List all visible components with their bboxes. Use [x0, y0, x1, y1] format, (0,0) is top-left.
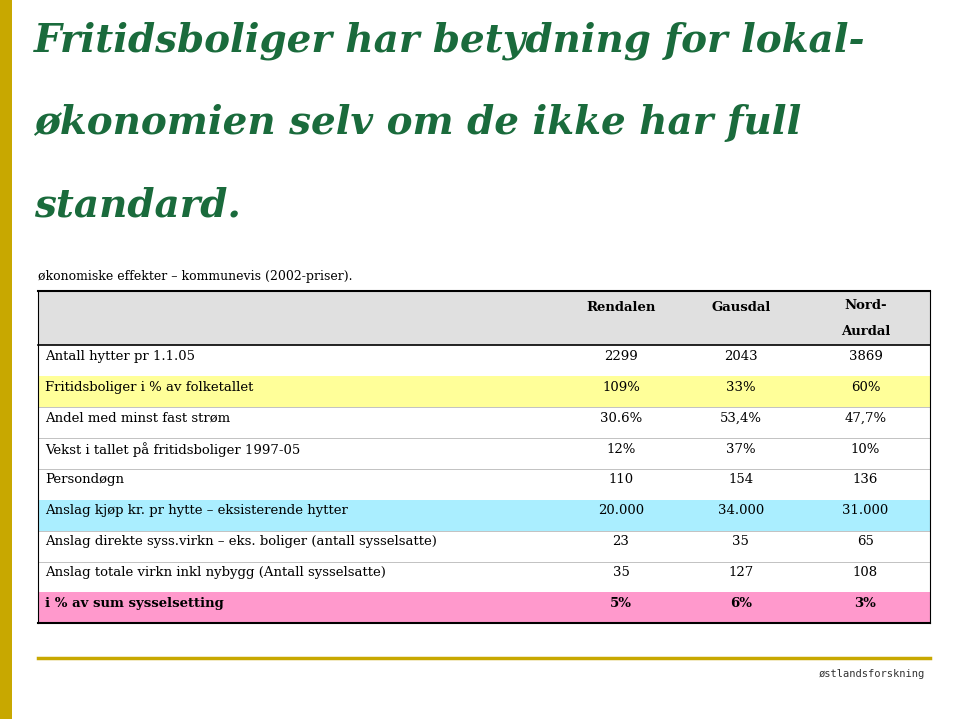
Text: Persondøgn: Persondøgn — [45, 473, 124, 487]
Text: 47,7%: 47,7% — [845, 411, 886, 425]
Text: 12%: 12% — [606, 442, 636, 456]
Text: 35: 35 — [733, 535, 749, 549]
Bar — [38, 291, 930, 345]
Text: østlandsforskning: østlandsforskning — [819, 669, 925, 679]
Text: 127: 127 — [728, 566, 754, 580]
Bar — [38, 592, 930, 623]
Text: 53,4%: 53,4% — [720, 411, 761, 425]
Text: 136: 136 — [853, 473, 878, 487]
Text: 33%: 33% — [726, 380, 756, 394]
Text: 65: 65 — [857, 535, 874, 549]
Text: 154: 154 — [728, 473, 754, 487]
Text: 2299: 2299 — [604, 349, 638, 363]
Text: 37%: 37% — [726, 442, 756, 456]
Text: Rendalen: Rendalen — [586, 301, 656, 314]
Text: Gausdal: Gausdal — [712, 301, 770, 314]
Text: Aurdal: Aurdal — [841, 325, 890, 338]
Text: økonomiske effekter – kommunevis (2002-priser).: økonomiske effekter – kommunevis (2002-p… — [38, 270, 353, 283]
Text: økonomien selv om de ikke har full: økonomien selv om de ikke har full — [34, 104, 801, 142]
Text: 109%: 109% — [602, 380, 640, 394]
Text: Antall hytter pr 1.1.05: Antall hytter pr 1.1.05 — [45, 349, 195, 363]
Text: 3%: 3% — [854, 597, 877, 610]
Text: Vekst i tallet på fritidsboliger 1997-05: Vekst i tallet på fritidsboliger 1997-05 — [45, 442, 300, 457]
Text: Andel med minst fast strøm: Andel med minst fast strøm — [45, 411, 230, 425]
Text: 35: 35 — [613, 566, 629, 580]
Text: standard.: standard. — [34, 187, 241, 225]
Text: 2043: 2043 — [724, 349, 758, 363]
Text: 34.000: 34.000 — [717, 504, 764, 518]
Text: 30.6%: 30.6% — [599, 411, 643, 425]
Text: 108: 108 — [853, 566, 878, 580]
Text: 3869: 3869 — [849, 349, 882, 363]
Text: Fritidsboliger har betydning for lokal-: Fritidsboliger har betydning for lokal- — [34, 22, 865, 60]
Text: 31.000: 31.000 — [842, 504, 889, 518]
Bar — [38, 376, 930, 407]
Text: 110: 110 — [608, 473, 634, 487]
Text: 20.000: 20.000 — [597, 504, 644, 518]
Text: Fritidsboliger i % av folketallet: Fritidsboliger i % av folketallet — [45, 380, 253, 394]
Text: i % av sum sysselsetting: i % av sum sysselsetting — [45, 597, 223, 610]
Text: 6%: 6% — [730, 597, 752, 610]
Text: Anslag kjøp kr. pr hytte – eksisterende hytter: Anslag kjøp kr. pr hytte – eksisterende … — [45, 504, 348, 518]
Text: 60%: 60% — [851, 380, 880, 394]
Text: Nord-: Nord- — [844, 299, 887, 312]
Text: 5%: 5% — [610, 597, 632, 610]
Text: 10%: 10% — [851, 442, 880, 456]
Text: 23: 23 — [613, 535, 629, 549]
Text: Anslag totale virkn inkl nybygg (Antall sysselsatte): Anslag totale virkn inkl nybygg (Antall … — [45, 566, 386, 580]
Bar — [0, 0, 12, 719]
Text: Anslag direkte syss.virkn – eks. boliger (antall sysselsatte): Anslag direkte syss.virkn – eks. boliger… — [45, 535, 437, 549]
Bar — [38, 500, 930, 531]
